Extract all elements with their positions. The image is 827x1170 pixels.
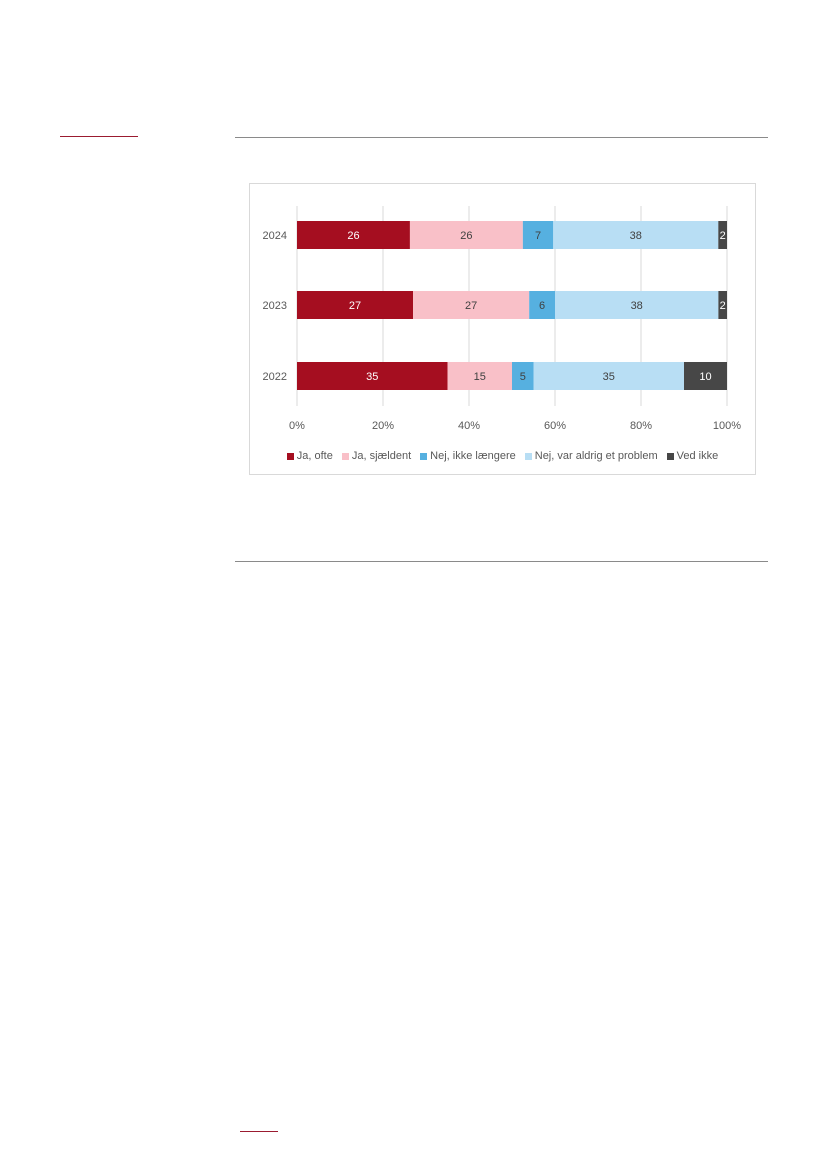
legend-swatch [286,452,294,460]
bar-segment [684,362,727,390]
bar-segment [533,362,684,390]
y-category-label: 2024 [263,230,287,242]
stacked-bar-chart: 0% 20% 40% 60% 80% 100% 2024 26 26 7 38 2 2023 27 27 6 3… [249,183,756,475]
x-tick-label: 40% [458,420,480,432]
x-tick-label: 20% [372,420,394,432]
data-label: 27 [349,300,361,312]
bar-segment [529,291,555,319]
legend-label: Ja, sjældent [351,450,412,462]
data-label: 27 [465,300,477,312]
data-label: 26 [347,230,359,242]
data-label: 2 [720,300,726,312]
legend-swatch [341,452,349,460]
y-category-label: 2022 [263,371,287,383]
chart-legend: Ja, ofte Ja, sjældent Nej, ikke længere Nej… [250,450,755,462]
bar-segment [553,221,719,249]
bar-segment [297,362,448,390]
data-label: 5 [520,371,526,383]
bar-segment [718,221,727,249]
bar-segment [297,291,414,319]
bar-segment [409,221,523,249]
x-tick-label: 80% [630,420,652,432]
data-label: 35 [603,371,615,383]
data-label: 35 [366,371,378,383]
data-label: 7 [535,230,541,242]
legend-item: Nej, var aldrig et problem [524,450,658,462]
x-tick-label: 60% [544,420,566,432]
data-label: 2 [720,230,726,242]
section-divider-top [235,137,768,138]
accent-rule-bottom [240,1131,278,1132]
legend-label: Nej, ikke længere [430,450,516,462]
data-label: 6 [539,300,545,312]
bar-segment [512,362,534,390]
bar-segment [718,291,727,319]
bar-segment [522,221,554,249]
bar-segment [555,291,719,319]
bar-segment [447,362,512,390]
bar-segment [297,221,410,249]
legend-item: Nej, ikke længere [420,450,516,462]
data-label: 15 [474,371,486,383]
legend-label: Ja, ofte [296,450,333,462]
data-label: 38 [630,230,642,242]
legend-swatch [524,452,532,460]
legend-label: Nej, var aldrig et problem [534,450,658,462]
data-label: 10 [699,371,711,383]
legend-label: Ved ikke [676,450,719,462]
y-category-label: 2023 [263,300,287,312]
x-tick-label: 100% [713,420,741,432]
x-tick-label: 0% [289,420,305,432]
accent-rule-top [60,136,138,137]
legend-swatch [420,452,428,460]
legend-item: Ja, sjældent [341,450,412,462]
bar-segment [413,291,530,319]
legend-item: Ja, ofte [286,450,333,462]
section-divider-bottom [235,561,768,562]
chart-plot-area: 0% 20% 40% 60% 80% 100% 2024 26 26 7 38 2 2023 27 27 6 3… [263,206,741,432]
legend-swatch [666,452,674,460]
data-label: 38 [631,300,643,312]
data-label: 26 [460,230,472,242]
legend-item: Ved ikke [666,450,719,462]
